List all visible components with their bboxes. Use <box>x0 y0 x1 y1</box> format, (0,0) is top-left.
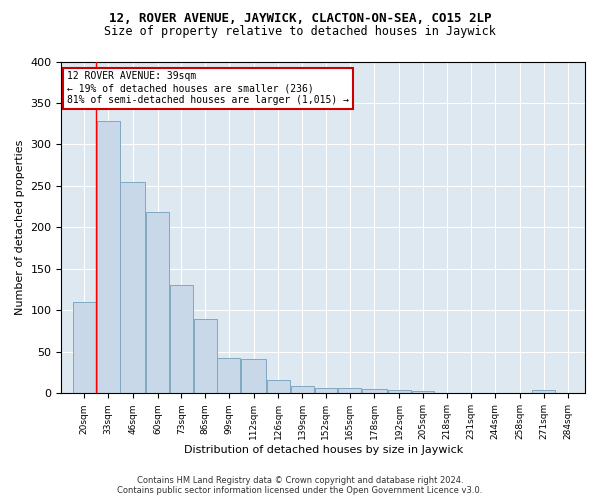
Bar <box>532 390 555 394</box>
Bar <box>170 286 193 394</box>
Bar <box>362 389 387 394</box>
Bar <box>314 388 337 394</box>
Bar <box>388 390 410 394</box>
Bar <box>241 358 266 394</box>
Bar <box>291 386 314 394</box>
X-axis label: Distribution of detached houses by size in Jaywick: Distribution of detached houses by size … <box>184 445 463 455</box>
Text: 12 ROVER AVENUE: 39sqm
← 19% of detached houses are smaller (236)
81% of semi-de: 12 ROVER AVENUE: 39sqm ← 19% of detached… <box>67 72 349 104</box>
Text: 12, ROVER AVENUE, JAYWICK, CLACTON-ON-SEA, CO15 2LP: 12, ROVER AVENUE, JAYWICK, CLACTON-ON-SE… <box>109 12 491 26</box>
Y-axis label: Number of detached properties: Number of detached properties <box>15 140 25 315</box>
Bar <box>217 358 241 394</box>
Bar <box>121 182 145 394</box>
Bar <box>97 121 119 394</box>
Bar <box>338 388 361 394</box>
Bar <box>194 318 217 394</box>
Text: Contains HM Land Registry data © Crown copyright and database right 2024.
Contai: Contains HM Land Registry data © Crown c… <box>118 476 482 495</box>
Bar <box>146 212 169 394</box>
Bar <box>267 380 290 394</box>
Text: Size of property relative to detached houses in Jaywick: Size of property relative to detached ho… <box>104 25 496 38</box>
Bar <box>73 302 96 394</box>
Bar <box>412 391 434 394</box>
